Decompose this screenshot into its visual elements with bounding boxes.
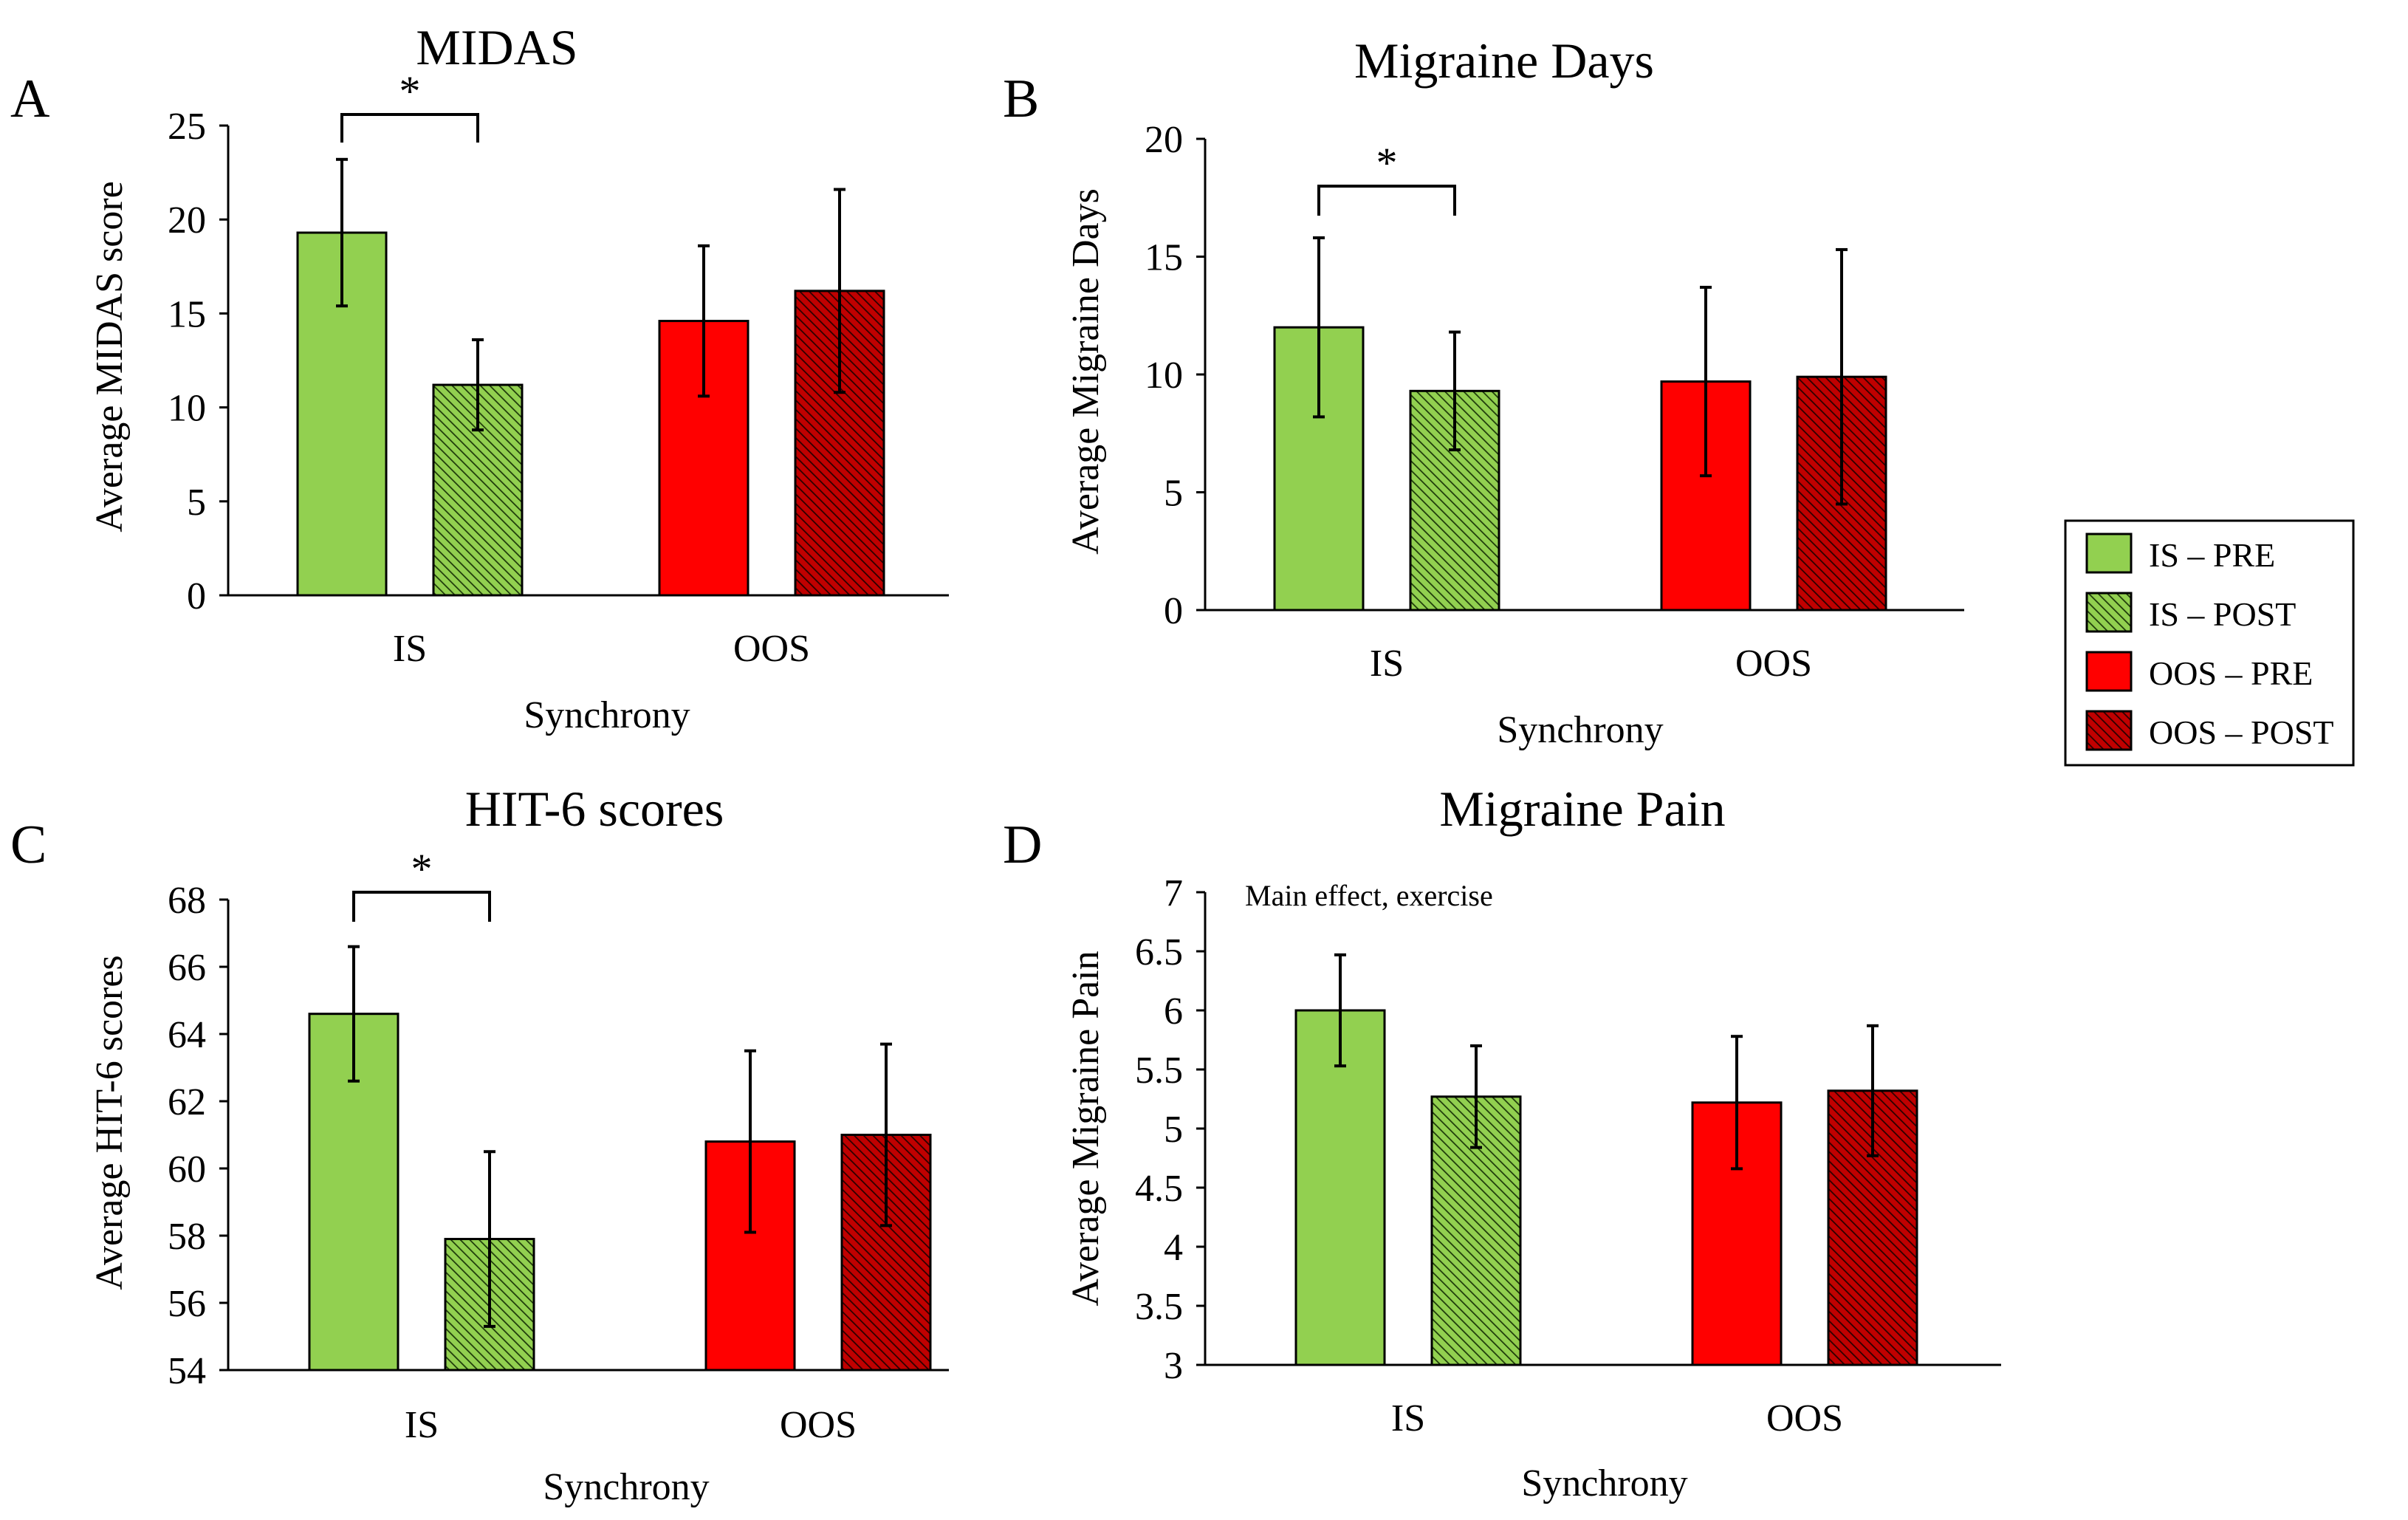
legend-swatch-oos-post (2085, 710, 2133, 751)
y-tick-label-d: 4.5 (1135, 1168, 1183, 1210)
y-tick-label-c: 68 (168, 880, 206, 922)
significance-star-c: * (411, 845, 433, 893)
significance-star-a: * (399, 67, 421, 115)
y-tick-label-d: 5.5 (1135, 1050, 1183, 1092)
y-tick-label-b: 10 (1145, 355, 1183, 397)
y-tick-label-d: 6 (1164, 990, 1183, 1033)
y-tick-label-a: 5 (187, 482, 206, 524)
x-category-label-d: OOS (1766, 1397, 1843, 1439)
legend-swatch-is-pre (2085, 533, 2133, 574)
y-tick-label-c: 54 (168, 1350, 206, 1392)
y-tick-label-b: 15 (1145, 237, 1183, 279)
y-tick-label-c: 66 (168, 947, 206, 989)
legend-label-is-post: IS – POST (2149, 595, 2296, 633)
panel-b-group: B Migraine Days Average Migraine Days Sy… (1003, 32, 1964, 751)
panel-c-group: C HIT-6 scores Average HIT-6 scores Sync… (10, 781, 949, 1508)
x-category-label-c: OOS (780, 1404, 857, 1446)
chart-title-c: HIT-6 scores (465, 781, 724, 837)
chart-title-b: Migraine Days (1354, 32, 1654, 89)
y-tick-label-d: 3.5 (1135, 1286, 1183, 1328)
x-axis-label-c: Synchrony (543, 1466, 709, 1508)
x-category-label-b: IS (1370, 643, 1404, 685)
y-axis-label-b: Average Migraine Days (1065, 188, 1107, 555)
legend-label-is-pre: IS – PRE (2149, 536, 2275, 574)
y-tick-label-b: 0 (1164, 590, 1183, 632)
y-tick-label-b: 20 (1145, 119, 1183, 161)
significance-bracket-a (340, 113, 479, 143)
y-tick-label-a: 25 (168, 106, 206, 148)
legend-label-oos-pre: OOS – PRE (2149, 654, 2313, 692)
panel-letter-c: C (10, 815, 47, 875)
y-tick-label-d: 7 (1164, 872, 1183, 914)
bar-is-pre-d (1294, 1009, 1386, 1366)
significance-bracket-c (352, 891, 491, 922)
chart-title-d: Migraine Pain (1439, 781, 1725, 837)
y-tick-label-b: 5 (1164, 473, 1183, 515)
panel-letter-d: D (1003, 815, 1042, 875)
y-axis-label-a: Average MIDAS score (89, 181, 131, 533)
legend-swatch-is-post (2085, 592, 2133, 633)
x-axis-label-a: Synchrony (524, 694, 690, 736)
x-category-label-c: IS (405, 1404, 439, 1446)
y-tick-label-d: 4 (1164, 1227, 1183, 1269)
y-tick-label-d: 5 (1164, 1109, 1183, 1151)
y-tick-label-c: 58 (168, 1216, 206, 1258)
y-tick-label-c: 56 (168, 1283, 206, 1325)
panel-letter-b: B (1003, 69, 1039, 129)
y-tick-label-c: 62 (168, 1081, 206, 1123)
y-tick-label-a: 15 (168, 293, 206, 335)
y-tick-label-a: 10 (168, 388, 206, 430)
y-tick-label-d: 3 (1164, 1345, 1183, 1387)
x-axis-label-b: Synchrony (1497, 709, 1663, 751)
x-category-label-d: IS (1391, 1397, 1425, 1439)
panel-d-group: D Migraine Pain Average Migraine Pain Sy… (1003, 781, 2001, 1504)
legend-label-oos-post: OOS – POST (2149, 713, 2334, 751)
x-axis-label-d: Synchrony (1521, 1462, 1687, 1504)
x-category-label-a: OOS (733, 628, 810, 670)
y-tick-label-c: 60 (168, 1148, 206, 1191)
y-tick-label-c: 64 (168, 1014, 206, 1056)
x-category-label-a: IS (393, 628, 427, 670)
legend-swatch-oos-pre (2085, 651, 2133, 692)
annotation-main-effect: Main effect, exercise (1245, 879, 1493, 912)
y-axis-label-d: Average Migraine Pain (1065, 951, 1107, 1306)
significance-star-b: * (1376, 139, 1398, 187)
y-axis-label-c: Average HIT-6 scores (89, 955, 131, 1290)
significance-bracket-b (1317, 185, 1456, 216)
panel-a-group: A MIDAS Average MIDAS score Synchrony 0 5… (10, 19, 949, 736)
x-category-label-b: OOS (1735, 643, 1812, 685)
y-tick-label-a: 20 (168, 199, 206, 242)
y-tick-label-d: 6.5 (1135, 931, 1183, 973)
chart-title-a: MIDAS (416, 19, 577, 75)
legend: IS – PRE IS – POST OOS – PRE OOS – POST (2064, 519, 2355, 767)
panel-letter-a: A (10, 69, 49, 129)
y-tick-label-a: 0 (187, 575, 206, 617)
